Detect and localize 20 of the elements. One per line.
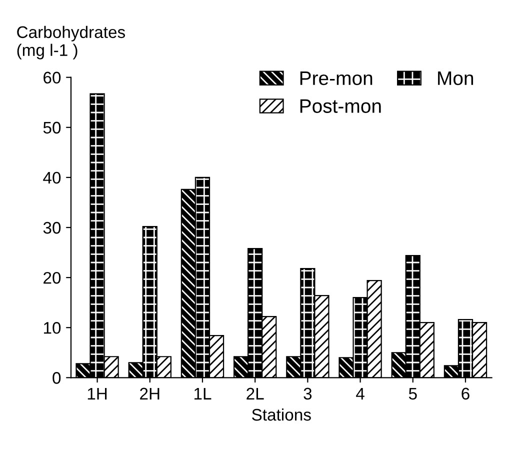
y-tick-label: 10 bbox=[44, 322, 61, 334]
y-tick-label: 30 bbox=[43, 222, 61, 234]
x-tick-label: 6 bbox=[462, 388, 470, 400]
legend-label: Post-mon bbox=[300, 99, 381, 113]
x-tick-label: 4 bbox=[356, 388, 364, 400]
y-tick-label: 40 bbox=[43, 172, 61, 184]
x-tick-label: 3 bbox=[304, 388, 312, 400]
x-axis-title: Stations bbox=[252, 408, 311, 421]
y-tick-label: 60 bbox=[44, 72, 61, 84]
legend-label: Pre-mon bbox=[300, 72, 372, 86]
x-tick-label: 1H bbox=[88, 388, 107, 400]
legend-label: Mon bbox=[438, 72, 474, 86]
y-tick-label: 50 bbox=[43, 122, 61, 134]
y-tick-label: 20 bbox=[44, 272, 61, 284]
y-axis-title: Carbohydrates (mg l-1 ) bbox=[17, 26, 125, 60]
x-tick-label: 2L bbox=[246, 388, 264, 400]
x-tick-label: 5 bbox=[408, 388, 417, 400]
x-tick-label: 1L bbox=[194, 388, 212, 400]
y-tick-label: 0 bbox=[52, 372, 61, 384]
x-tick-label: 2H bbox=[140, 388, 160, 400]
